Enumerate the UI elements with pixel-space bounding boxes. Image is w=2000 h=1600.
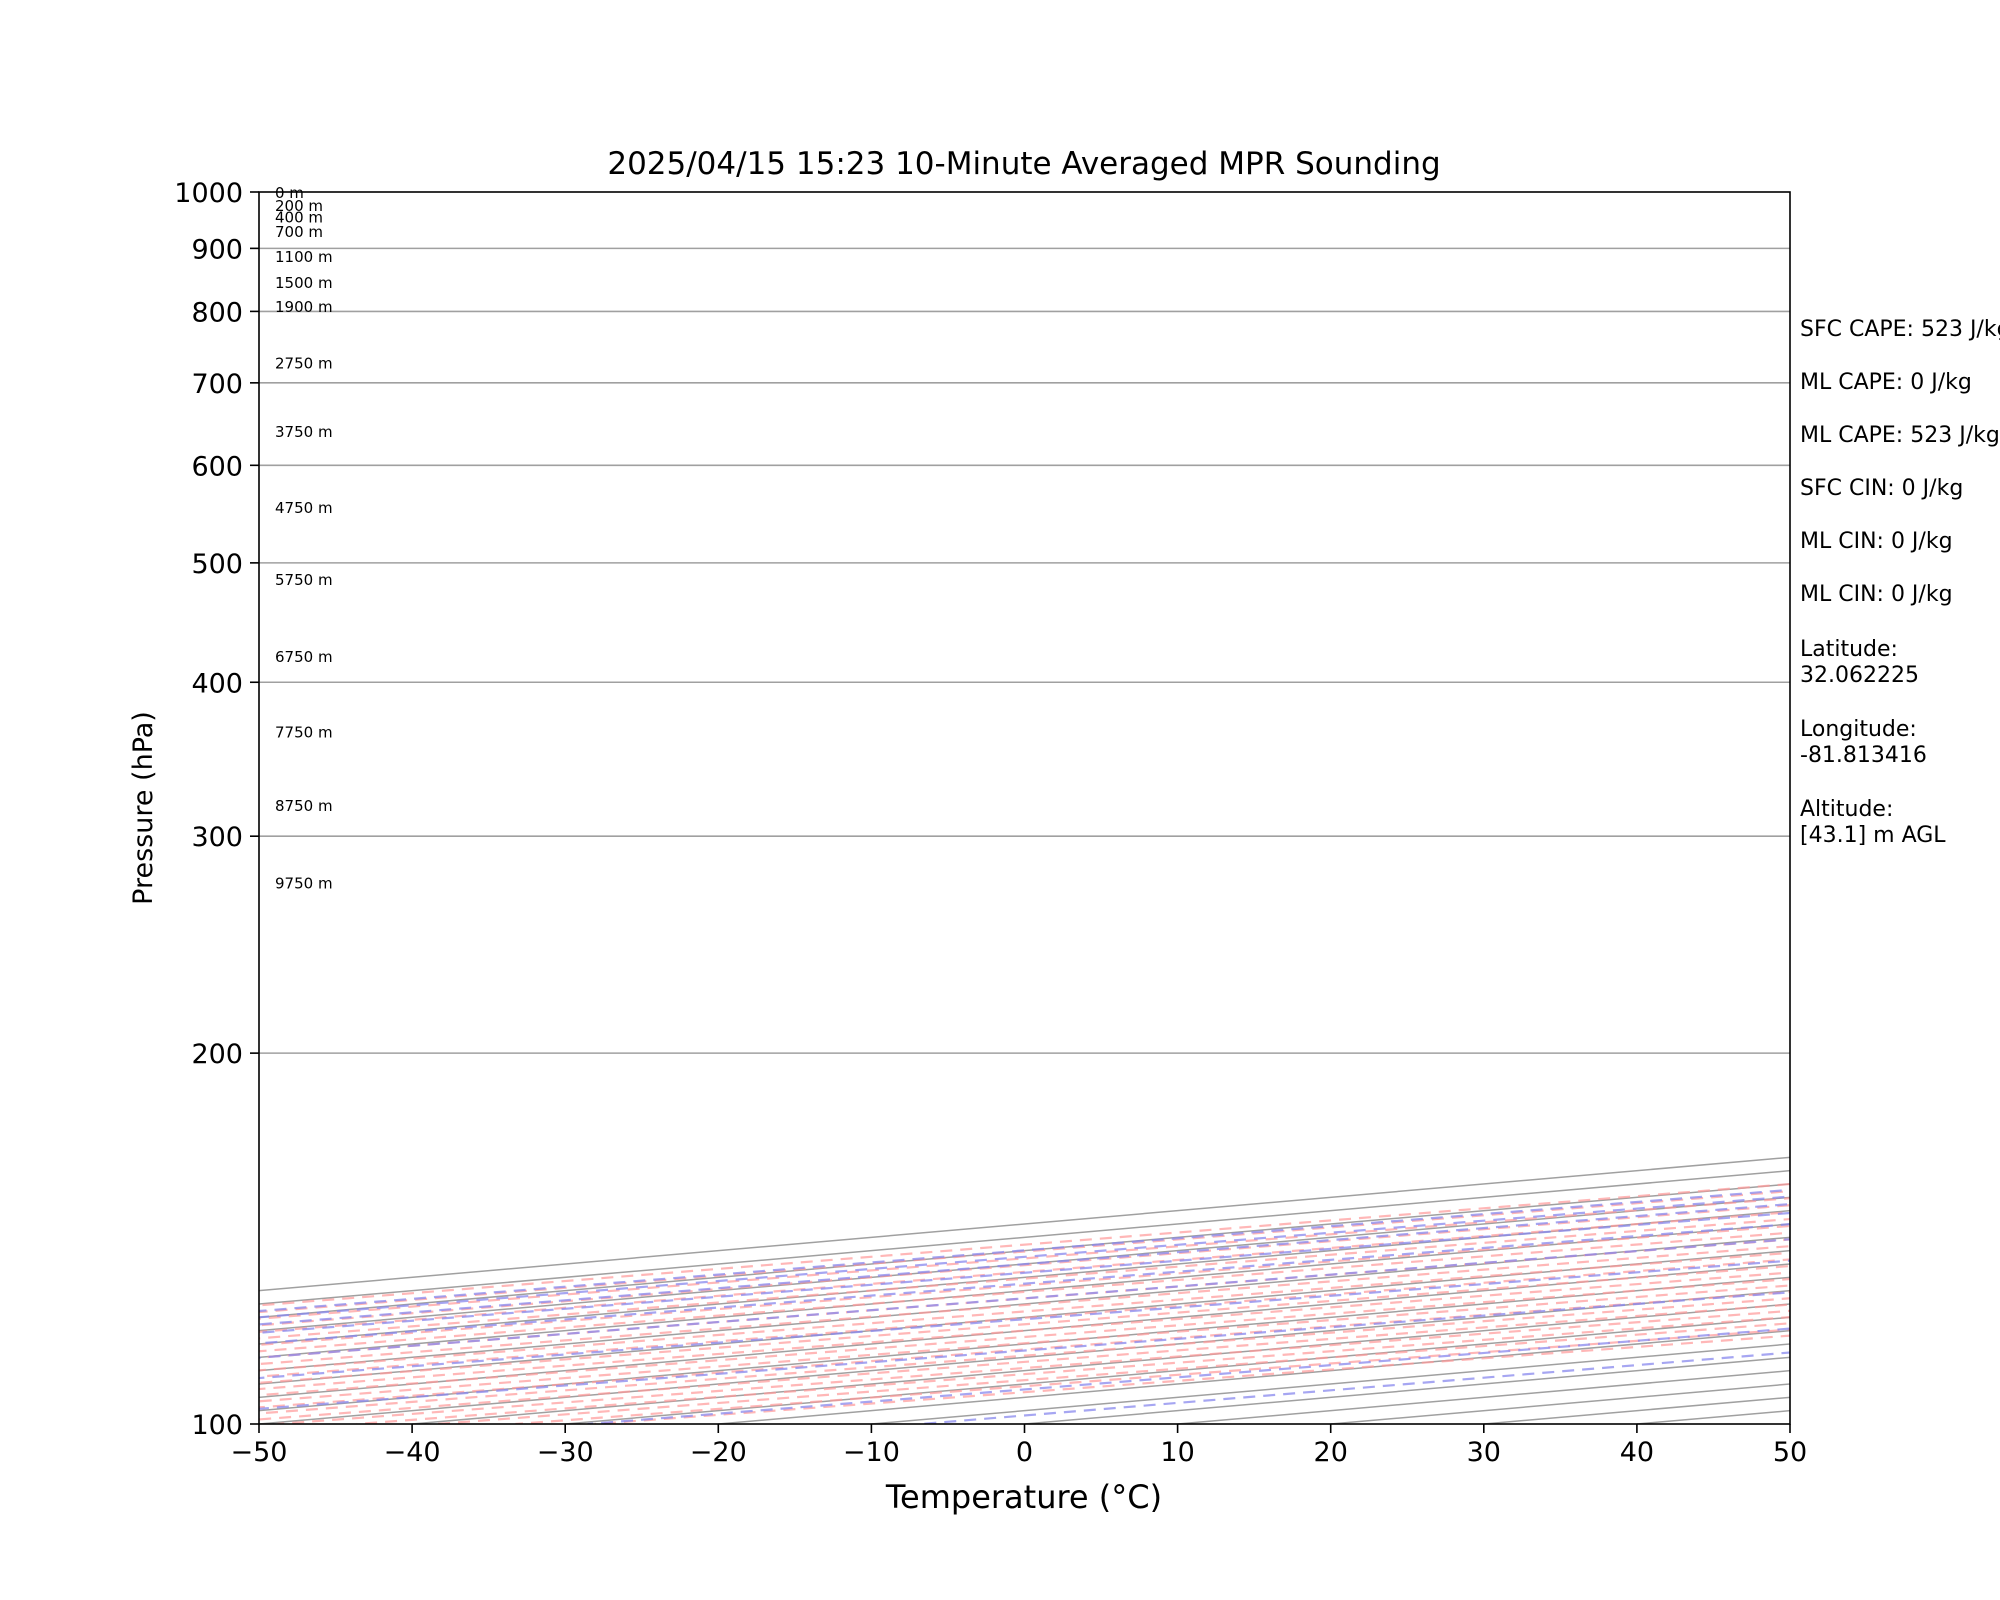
height-label: 1500 m [275, 274, 333, 292]
y-tick-label: 300 [191, 822, 243, 853]
info-text: SFC CIN: 0 J/kg [1800, 476, 1964, 501]
x-tick-label: −10 [843, 1437, 900, 1468]
y-tick-label: 500 [191, 549, 243, 580]
info-text: Altitude: [1800, 797, 1894, 822]
height-label: 1100 m [275, 248, 333, 266]
info-line: Longitude: -81.813416 [1800, 717, 1927, 769]
info-text: [43.1] m AGL [1800, 823, 1946, 848]
height-label: 6750 m [275, 648, 333, 666]
reference-lines [259, 247, 1790, 1424]
plot-frame [258, 191, 1791, 1425]
y-tick-label: 400 [191, 668, 243, 699]
x-tick-label: 0 [1016, 1437, 1033, 1468]
dry-adiabat [277, 1309, 1790, 1424]
info-text: ML CIN: 0 J/kg [1800, 582, 1953, 607]
info-line: ML CIN: 0 J/kg [1800, 582, 1953, 608]
info-text: ML CIN: 0 J/kg [1800, 529, 1953, 554]
info-line: SFC CAPE: 523 J/kg [1800, 317, 2000, 343]
y-tick-label: 800 [191, 297, 243, 328]
info-text: ML CAPE: 0 J/kg [1800, 370, 1972, 395]
height-label: 200 m [275, 197, 323, 215]
y-tick-label: 900 [191, 234, 243, 265]
x-tick-label: 10 [1160, 1437, 1194, 1468]
y-axis-label: Pressure (hPa) [128, 711, 159, 905]
info-text: SFC CAPE: 523 J/kg [1800, 317, 2000, 342]
x-axis-label: Temperature (°C) [885, 1478, 1162, 1516]
dry-adiabat [259, 1303, 1790, 1421]
info-text: Longitude: [1800, 717, 1917, 742]
x-tick-label: 30 [1467, 1437, 1501, 1468]
info-line: ML CIN: 0 J/kg [1800, 529, 1953, 555]
info-line: Altitude: [43.1] m AGL [1800, 797, 1946, 849]
x-tick-label: −40 [384, 1437, 441, 1468]
height-label: 400 m [275, 209, 323, 227]
isotherm-line [259, 1156, 1790, 1292]
x-tick-label: −30 [537, 1437, 594, 1468]
isotherm-line [259, 1169, 1790, 1305]
y-tick-label: 1000 [174, 178, 243, 209]
dry-adiabat [259, 1290, 1790, 1409]
y-tick-label: 600 [191, 451, 243, 482]
moist-adiabat [259, 1291, 1790, 1410]
info-text: ML CAPE: 523 J/kg [1800, 423, 2000, 448]
chart-title: 2025/04/15 15:23 10-Minute Averaged MPR … [607, 146, 1440, 182]
height-label: 9750 m [275, 875, 333, 893]
height-label: 700 m [275, 223, 323, 241]
x-tick-label: 40 [1620, 1437, 1654, 1468]
height-label: 8750 m [275, 797, 333, 815]
height-label: 5750 m [275, 571, 333, 589]
height-label: 4750 m [275, 499, 333, 517]
isotherm-line [259, 1196, 1790, 1332]
x-tick-label: −20 [690, 1437, 747, 1468]
height-label: 2750 m [275, 355, 333, 373]
info-text: 32.062225 [1800, 663, 1919, 688]
x-tick-label: 50 [1773, 1437, 1807, 1468]
height-label: 0 m [275, 184, 304, 202]
info-line: ML CAPE: 523 J/kg [1800, 423, 2000, 449]
y-tick-label: 100 [191, 1410, 243, 1441]
info-text: -81.813416 [1800, 743, 1927, 768]
height-label: 3750 m [275, 423, 333, 441]
info-line: ML CAPE: 0 J/kg [1800, 370, 1972, 396]
isotherm-line [259, 1289, 1790, 1424]
x-tick-label: −50 [231, 1437, 288, 1468]
y-tick-label: 200 [191, 1039, 243, 1070]
info-text: Latitude: [1800, 637, 1898, 662]
isotherm-line [259, 1183, 1790, 1319]
x-tick-label: 20 [1314, 1437, 1348, 1468]
info-line: Latitude: 32.062225 [1800, 637, 1919, 689]
axes: −50 −40 −30 −20 −10 0 10 20 30 40 50 100 200 300 400 50… [174, 178, 1807, 1468]
height-label: 7750 m [275, 723, 333, 741]
height-label: 1900 m [275, 298, 333, 316]
info-line: SFC CIN: 0 J/kg [1800, 476, 1963, 502]
y-tick-label: 700 [191, 369, 243, 400]
